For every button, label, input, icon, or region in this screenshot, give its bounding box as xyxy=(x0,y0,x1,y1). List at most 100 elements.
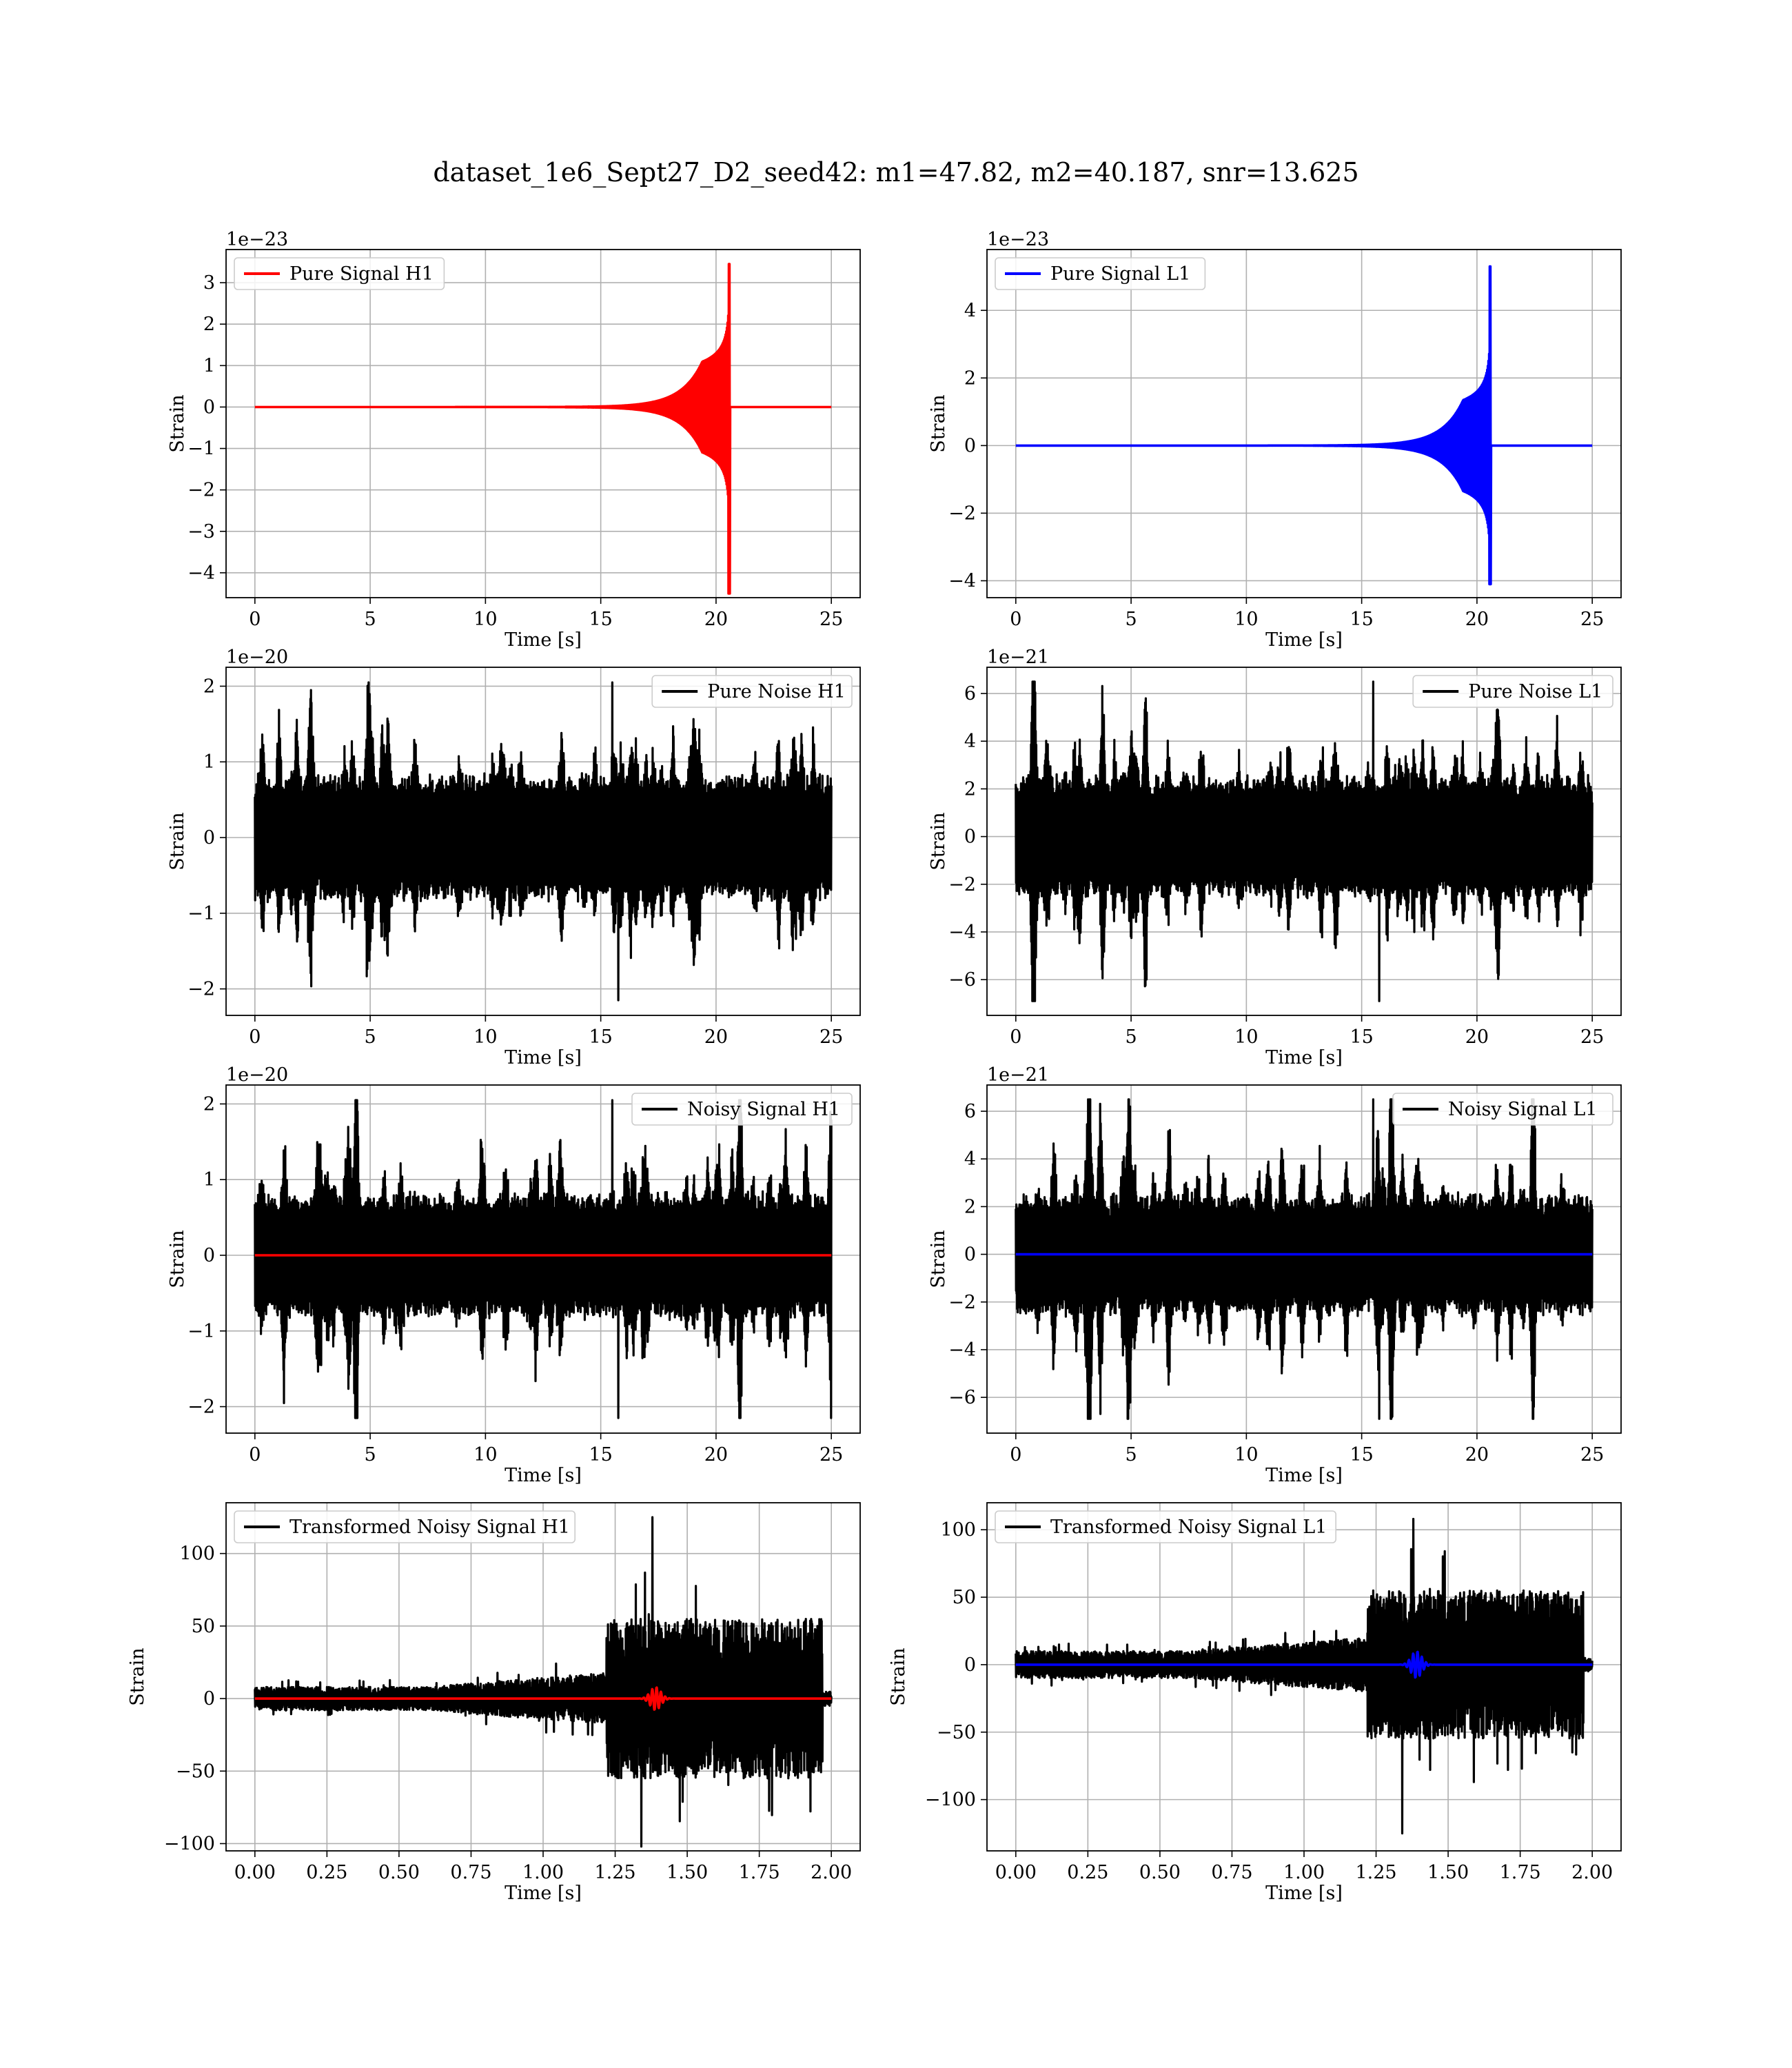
x-tick-label: 0.75 xyxy=(450,1862,491,1883)
legend-label: Noisy Signal H1 xyxy=(687,1099,840,1120)
y-tick-label: 100 xyxy=(179,1543,215,1565)
x-tick-label: 0 xyxy=(1010,1026,1021,1048)
axis-offset-text: 1e−21 xyxy=(987,1064,1049,1086)
x-tick-label: 15 xyxy=(589,609,612,630)
y-axis-label: Strain xyxy=(127,1648,148,1705)
pure-noise-h1-line xyxy=(254,681,833,1002)
y-tick-label: −4 xyxy=(948,570,976,591)
y-tick-label: −2 xyxy=(948,874,976,895)
figure-suptitle: dataset_1e6_Sept27_D2_seed42: m1=47.82, … xyxy=(433,157,1359,187)
transformed-noisy-signal-l1-panel: 0.00 0.25 0.50 0.75 1.00 1.25 1.50 1.75 2.00 −100… xyxy=(888,1502,1622,1904)
pure-signal-l1-axes-frame xyxy=(986,249,1622,598)
y-axis-label: Strain xyxy=(928,812,949,870)
axis-offset-text: 1e−20 xyxy=(226,647,288,668)
legend-box xyxy=(631,1093,853,1126)
y-axis-label: Strain xyxy=(167,812,188,870)
y-tick-label: 1 xyxy=(203,751,215,773)
x-tick-label: 0 xyxy=(1010,1444,1021,1466)
legend: Transformed Noisy Signal H1 xyxy=(234,1510,576,1543)
x-tick-label: 5 xyxy=(364,609,376,630)
legend: Pure Noise H1 xyxy=(651,675,853,708)
legend-label: Pure Signal L1 xyxy=(1050,263,1190,285)
x-axis-label: Time [s] xyxy=(1265,629,1343,651)
x-tick-label: 1.00 xyxy=(522,1862,564,1883)
x-tick-label: 25 xyxy=(1580,1444,1604,1466)
pure-signal-l1-plot-area xyxy=(1015,265,1594,586)
pure-noise-h1-axes-frame xyxy=(225,667,861,1016)
transformed-noisy-signal-h1-overlay-line xyxy=(254,1686,833,1711)
x-tick-label: 25 xyxy=(819,1444,843,1466)
pure-signal-l1-panel: 0 5 10 15 20 25 −4 −2 0 2 4 1e−23 Time [s] Strain Pure… xyxy=(928,229,1622,651)
x-axis-label: Time [s] xyxy=(505,1047,582,1068)
y-tick-label: 6 xyxy=(964,683,976,704)
legend-box xyxy=(651,675,853,708)
y-tick-label: −1 xyxy=(187,1321,215,1342)
legend-label: Pure Noise H1 xyxy=(707,681,846,702)
x-tick-label: 10 xyxy=(474,1026,497,1048)
y-tick-label: −1 xyxy=(187,438,215,460)
axis-offset-text: 1e−23 xyxy=(987,229,1049,250)
x-tick-label: 0.25 xyxy=(306,1862,347,1883)
x-tick-label: 25 xyxy=(1580,1026,1604,1048)
x-tick-label: 25 xyxy=(819,609,843,630)
noisy-signal-h1-plot-area xyxy=(254,1099,833,1419)
y-tick-label: −6 xyxy=(948,1387,976,1408)
y-axis-label: Strain xyxy=(888,1648,909,1705)
legend-box xyxy=(234,1510,576,1543)
pure-signal-h1-line xyxy=(254,263,833,595)
legend-label: Transformed Noisy Signal L1 xyxy=(1050,1517,1327,1538)
y-tick-label: 2 xyxy=(203,314,215,335)
y-axis-label: Strain xyxy=(928,1230,949,1288)
y-tick-label: −4 xyxy=(948,1339,976,1361)
x-tick-label: 5 xyxy=(364,1026,376,1048)
y-tick-label: 2 xyxy=(964,1196,976,1217)
y-tick-label: −1 xyxy=(187,903,215,924)
x-tick-label: 2.00 xyxy=(811,1862,852,1883)
y-tick-label: −100 xyxy=(925,1790,976,1811)
pure-signal-l1-line xyxy=(1015,265,1594,586)
noisy-signal-h1-axes-frame xyxy=(225,1084,861,1434)
transformed-noisy-signal-l1-plot-area xyxy=(1015,1517,1594,1835)
axis-offset-text: 1e−20 xyxy=(226,1064,288,1086)
transformed-noisy-signal-l1-overlay-line xyxy=(1015,1650,1594,1679)
legend: Pure Signal H1 xyxy=(234,257,445,290)
transformed-noisy-signal-h1-line xyxy=(254,1516,833,1848)
y-tick-label: 2 xyxy=(203,676,215,697)
transformed-noisy-signal-h1-panel: 0.00 0.25 0.50 0.75 1.00 1.25 1.50 1.75 2.00 −100… xyxy=(127,1502,861,1904)
x-tick-label: 15 xyxy=(589,1026,612,1048)
noisy-signal-l1-panel: 0 5 10 15 20 25 −6 −4 −2 0 2 4 6 1e−21 Time [s] Strain N… xyxy=(928,1064,1622,1486)
legend-label: Transformed Noisy Signal H1 xyxy=(289,1517,570,1538)
y-tick-label: 4 xyxy=(964,1148,976,1170)
x-tick-label: 15 xyxy=(589,1444,612,1466)
legend-label: Pure Noise L1 xyxy=(1468,681,1602,702)
noisy-signal-h1-line xyxy=(254,1099,833,1419)
transformed-noisy-signal-l1-line xyxy=(1015,1517,1594,1835)
noisy-signal-l1-plot-area xyxy=(1015,1098,1594,1420)
legend-label: Pure Signal H1 xyxy=(289,263,434,285)
pure-noise-l1-line xyxy=(1015,680,1594,1002)
x-axis-label: Time [s] xyxy=(505,629,582,651)
y-tick-label: 4 xyxy=(964,731,976,752)
y-tick-label: 0 xyxy=(964,1654,976,1676)
y-tick-label: −2 xyxy=(948,1292,976,1313)
x-tick-label: 1.25 xyxy=(594,1862,635,1883)
y-tick-label: 2 xyxy=(203,1093,215,1115)
x-tick-label: 10 xyxy=(1234,609,1258,630)
y-tick-label: −50 xyxy=(937,1722,976,1743)
legend-box xyxy=(1392,1093,1613,1126)
noisy-signal-l1-line xyxy=(1015,1098,1594,1420)
x-tick-label: 1.50 xyxy=(666,1862,708,1883)
x-tick-label: 15 xyxy=(1350,1444,1373,1466)
x-axis-label: Time [s] xyxy=(1265,1883,1343,1904)
x-tick-label: 10 xyxy=(1234,1026,1258,1048)
y-tick-label: 2 xyxy=(964,778,976,800)
x-tick-label: 0 xyxy=(1010,609,1021,630)
y-tick-label: −2 xyxy=(187,480,215,501)
noisy-signal-l1-axes-frame xyxy=(986,1084,1622,1434)
legend-label: Noisy Signal L1 xyxy=(1448,1099,1597,1120)
x-tick-label: 0.50 xyxy=(378,1862,420,1883)
legend: Pure Signal L1 xyxy=(995,257,1206,290)
x-tick-label: 0 xyxy=(249,609,261,630)
y-tick-label: −3 xyxy=(187,521,215,543)
x-tick-label: 20 xyxy=(1465,609,1489,630)
